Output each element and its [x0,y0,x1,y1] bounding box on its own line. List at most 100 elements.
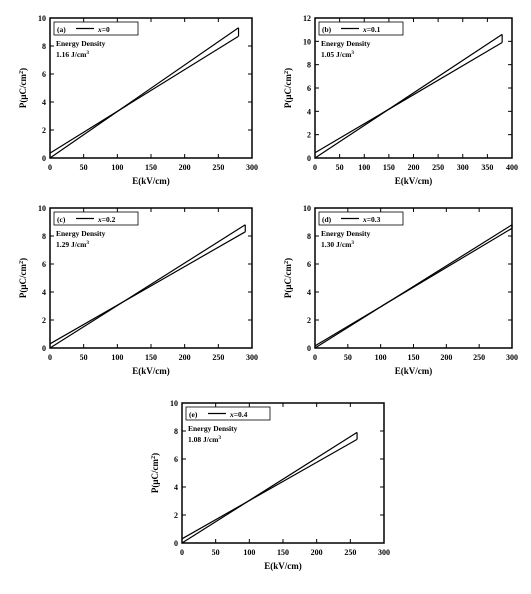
svg-text:0: 0 [307,154,311,163]
panel-label: (c) [57,215,66,224]
svg-text:50: 50 [212,548,220,557]
svg-text:10: 10 [303,37,311,46]
svg-text:P(μC/cm2): P(μC/cm2) [150,453,161,493]
chart-panel-e: 0 50 100 150 200 250 300 0 2 4 6 8 10 E(kV/cm) P(μC/cm… [147,395,392,575]
svg-text:E(kV/cm): E(kV/cm) [264,561,302,571]
svg-text:200: 200 [440,353,452,362]
svg-text:0: 0 [313,353,317,362]
svg-text:E(kV/cm): E(kV/cm) [395,176,433,186]
svg-text:2: 2 [42,316,46,325]
pe-loop-discharge [315,43,502,153]
energy-density-value: 1.05 J/cm3 [321,50,354,59]
svg-text:4: 4 [307,288,311,297]
chart-grid: 0501001502002503000246810E(kV/cm)P(μC/cm… [0,0,531,594]
svg-text:50: 50 [80,163,88,172]
svg-text:8: 8 [174,427,178,436]
svg-text:12: 12 [303,14,311,23]
svg-text:2: 2 [174,511,178,520]
svg-text:150: 150 [408,353,420,362]
svg-text:0: 0 [48,163,52,172]
chart-panel-a: 0501001502002503000246810E(kV/cm)P(μC/cm… [15,10,260,190]
svg-text:0: 0 [180,548,184,557]
svg-text:100: 100 [111,353,123,362]
svg-text:P(μC/cm2): P(μC/cm2) [283,258,294,298]
svg-text:6: 6 [307,260,311,269]
svg-text:8: 8 [42,232,46,241]
svg-text:P(μC/cm2): P(μC/cm2) [18,258,29,298]
svg-text:100: 100 [375,353,387,362]
svg-text:150: 150 [383,163,395,172]
svg-text:400: 400 [506,163,518,172]
svg-text:100: 100 [243,548,255,557]
svg-text:E(kV/cm): E(kV/cm) [132,366,170,376]
chart-panel-b: 0 50 100 150 200 250 300 350 400 0 2 4 6 8 10 12 E(kV/cm… [280,10,520,190]
energy-density-label: Energy Density [56,39,106,48]
svg-text:250: 250 [344,548,356,557]
legend-series-label: x=0.3 [362,215,381,224]
svg-text:100: 100 [358,163,370,172]
svg-text:300: 300 [506,353,518,362]
panel-label: (e) [189,410,198,419]
svg-text:0: 0 [174,539,178,548]
svg-text:350: 350 [481,163,493,172]
legend-series-label: x=0.1 [362,25,381,34]
svg-text:200: 200 [311,548,323,557]
legend-series-label: x=0.4 [229,410,248,419]
svg-text:300: 300 [246,353,258,362]
energy-density-value: 1.08 J/cm3 [188,435,221,444]
energy-density-label: Energy Density [321,39,371,48]
svg-text:P(μC/cm2): P(μC/cm2) [283,68,294,108]
svg-text:6: 6 [307,84,311,93]
svg-text:0: 0 [42,344,46,353]
svg-text:250: 250 [212,353,224,362]
svg-text:8: 8 [307,232,311,241]
svg-text:4: 4 [174,483,178,492]
svg-text:0: 0 [48,353,52,362]
svg-text:50: 50 [336,163,344,172]
chart-panel-d: 0501001502002503000246810E(kV/cm)P(μC/cm… [280,200,520,380]
svg-text:250: 250 [473,353,485,362]
svg-text:300: 300 [457,163,469,172]
svg-text:P(μC/cm2): P(μC/cm2) [18,68,29,108]
panel-label: (a) [57,25,66,34]
svg-text:6: 6 [174,455,178,464]
energy-density-value: 1.30 J/cm3 [321,240,354,249]
svg-text:250: 250 [432,163,444,172]
legend-series-label: x=0.2 [97,215,116,224]
svg-text:10: 10 [38,204,46,213]
svg-text:6: 6 [42,70,46,79]
svg-text:200: 200 [408,163,420,172]
svg-text:2: 2 [307,131,311,140]
svg-text:200: 200 [179,163,191,172]
svg-text:10: 10 [170,399,178,408]
svg-text:0: 0 [307,344,311,353]
svg-text:4: 4 [307,107,311,116]
pe-loop-discharge [182,439,357,538]
energy-density-label: Energy Density [321,229,371,238]
svg-text:2: 2 [307,316,311,325]
svg-text:150: 150 [277,548,289,557]
svg-text:0: 0 [42,154,46,163]
svg-text:300: 300 [246,163,258,172]
svg-text:50: 50 [80,353,88,362]
svg-text:200: 200 [179,353,191,362]
panel-label: (d) [322,215,332,224]
legend-series-label: x=0 [97,25,110,34]
energy-density-label: Energy Density [188,424,238,433]
chart-panel-c: 0501001502002503000246810E(kV/cm)P(μC/cm… [15,200,260,380]
energy-density-label: Energy Density [56,229,106,238]
svg-text:300: 300 [378,548,390,557]
svg-text:E(kV/cm): E(kV/cm) [395,366,433,376]
svg-text:100: 100 [111,163,123,172]
svg-text:8: 8 [42,42,46,51]
svg-text:2: 2 [42,126,46,135]
svg-text:10: 10 [38,14,46,23]
svg-text:150: 150 [145,163,157,172]
svg-text:8: 8 [307,61,311,70]
panel-label: (b) [322,25,332,34]
svg-text:6: 6 [42,260,46,269]
svg-text:0: 0 [313,163,317,172]
pe-loop-charge [182,432,357,543]
svg-text:250: 250 [212,163,224,172]
svg-text:4: 4 [42,288,46,297]
